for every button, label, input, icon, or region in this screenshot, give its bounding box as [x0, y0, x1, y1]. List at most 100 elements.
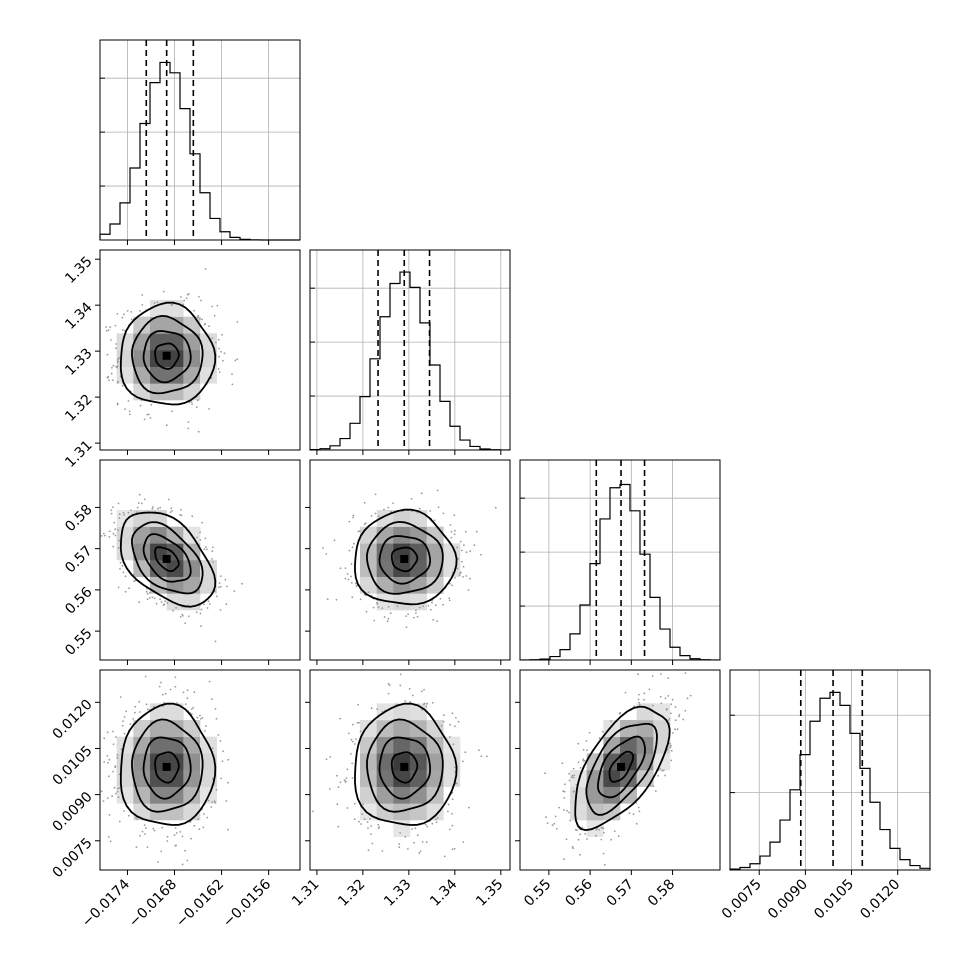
- sample-point: [465, 575, 468, 577]
- sample-point: [214, 708, 217, 710]
- sample-point: [638, 704, 641, 706]
- sample-point: [447, 810, 449, 813]
- sample-point: [670, 744, 672, 747]
- panel-frame: [99, 39, 301, 241]
- sample-point: [165, 424, 168, 427]
- density-cell: [183, 753, 201, 771]
- density-cell: [166, 383, 184, 401]
- sample-point: [461, 549, 463, 552]
- y-tick-label: 0.0090: [50, 789, 96, 835]
- sample-point: [399, 673, 402, 676]
- contour-3: [119, 511, 217, 608]
- sample-point: [461, 560, 463, 563]
- sample-point: [213, 800, 216, 802]
- sample-point: [116, 754, 119, 756]
- sample-point: [151, 508, 154, 510]
- sample-point: [141, 830, 144, 833]
- sample-point: [129, 723, 132, 725]
- sample-point: [387, 506, 390, 509]
- sample-point: [579, 853, 581, 856]
- sample-point: [637, 673, 639, 676]
- sample-point: [119, 561, 122, 564]
- density-cell: [150, 383, 167, 401]
- sample-point: [352, 516, 354, 519]
- sample-point: [159, 598, 162, 601]
- sample-point: [146, 598, 149, 601]
- x-tick-label: 1.32: [335, 876, 368, 909]
- sample-point: [405, 615, 408, 617]
- sample-point: [160, 850, 163, 853]
- sample-point: [421, 708, 423, 711]
- sample-point: [195, 611, 198, 614]
- contour-0: [390, 546, 419, 573]
- y-tick-label: 0.58: [62, 502, 95, 535]
- contour-3: [119, 301, 217, 406]
- sample-point: [117, 502, 120, 505]
- sample-point: [218, 347, 221, 350]
- sample-point: [404, 700, 407, 702]
- sample-point: [669, 742, 671, 745]
- sample-point: [200, 299, 202, 302]
- sample-point: [569, 819, 572, 822]
- sample-point: [351, 546, 354, 549]
- sample-point: [182, 691, 185, 694]
- sample-point: [134, 705, 137, 708]
- sample-point: [348, 520, 351, 523]
- sample-point: [122, 720, 124, 722]
- sample-point: [458, 574, 461, 577]
- sample-point: [439, 597, 442, 600]
- sample-point: [577, 761, 580, 764]
- sample-point: [637, 806, 640, 809]
- sample-point: [435, 821, 438, 823]
- sample-point: [586, 838, 588, 840]
- sample-point: [478, 749, 480, 752]
- sample-point: [127, 511, 130, 514]
- sample-point: [422, 605, 425, 607]
- density-cell: [183, 786, 201, 804]
- density-cell: [166, 770, 184, 787]
- density-cell: [133, 316, 151, 334]
- sample-point: [401, 510, 404, 513]
- sample-point: [231, 383, 234, 386]
- sample-point: [139, 834, 142, 837]
- sample-point: [469, 550, 472, 553]
- sample-point: [635, 822, 638, 825]
- sample-point: [657, 774, 660, 777]
- sample-point: [462, 576, 464, 578]
- sample-point: [222, 359, 224, 362]
- sample-point: [164, 692, 167, 695]
- sample-point: [156, 301, 159, 304]
- sample-point: [460, 571, 462, 574]
- sample-point: [568, 779, 571, 782]
- sample-point: [199, 714, 201, 717]
- sample-point: [175, 606, 178, 609]
- sample-point: [217, 734, 220, 736]
- sample-point: [357, 530, 360, 533]
- sample-point: [377, 606, 380, 608]
- sample-point: [424, 823, 427, 826]
- density-cell: [183, 593, 201, 611]
- sample-point: [373, 619, 376, 622]
- sample-point: [674, 719, 677, 722]
- density-cell: [376, 803, 394, 821]
- sample-point: [664, 697, 667, 700]
- sample-point: [203, 603, 205, 606]
- sample-point: [181, 863, 184, 866]
- sample-point: [453, 533, 456, 536]
- sample-point: [212, 546, 214, 549]
- density-cell: [183, 316, 201, 334]
- sample-point: [171, 510, 173, 512]
- y-tick-label: 1.31: [62, 437, 95, 470]
- sample-point: [197, 818, 200, 821]
- sample-point: [225, 800, 228, 802]
- sample-point: [115, 736, 117, 738]
- sample-point: [371, 842, 374, 845]
- sample-point: [125, 710, 128, 713]
- sample-point: [217, 338, 220, 341]
- contour-0: [154, 751, 180, 784]
- sample-point: [628, 812, 631, 815]
- sample-point: [452, 743, 455, 746]
- sample-point: [108, 530, 111, 533]
- sample-point: [326, 598, 329, 601]
- panel-frame: [309, 669, 511, 871]
